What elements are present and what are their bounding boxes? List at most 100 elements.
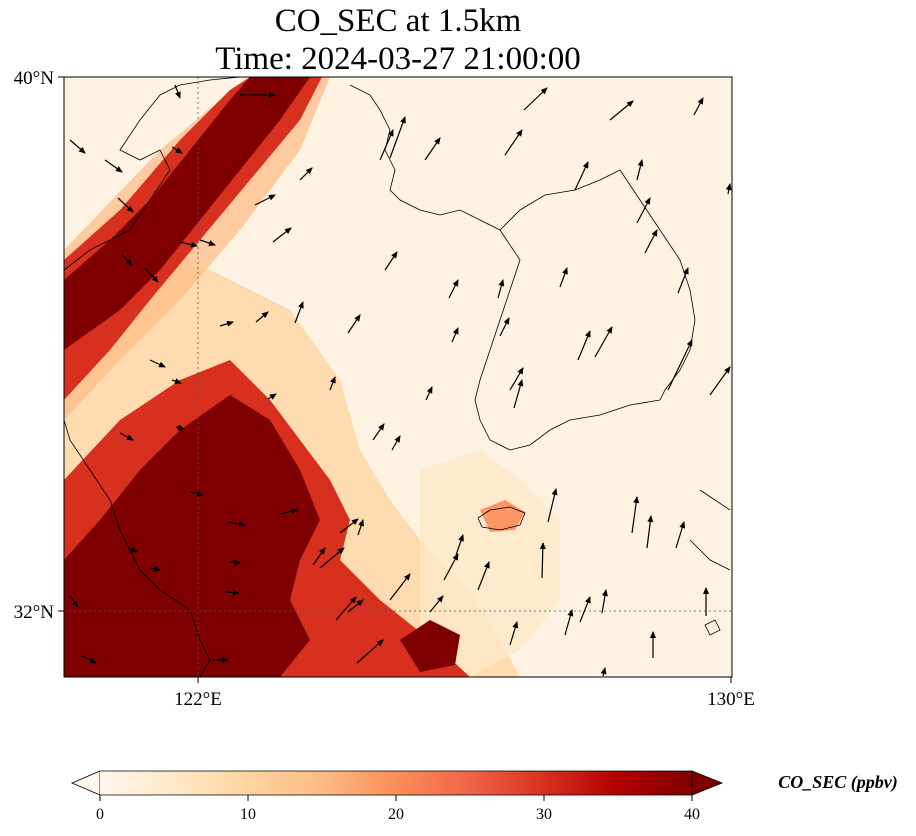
colorbar-tick-label: 30 — [536, 806, 552, 823]
wind-arrow — [121, 254, 133, 266]
wind-arrow — [357, 519, 364, 536]
wind-arrow — [199, 239, 216, 246]
wind-arrow — [646, 515, 654, 549]
colorbar-ticks: 0 10 20 30 40 — [96, 795, 700, 823]
wind-vectors — [69, 84, 732, 677]
wind-arrow — [189, 490, 204, 497]
wind-arrow — [225, 589, 240, 596]
map-plot-area — [64, 77, 732, 677]
jeju-patch — [480, 500, 525, 532]
wind-arrow — [254, 194, 276, 206]
wind-arrow — [443, 553, 459, 581]
wind-arrow — [179, 241, 198, 248]
wind-arrow — [451, 327, 459, 343]
coast-china-east — [64, 419, 211, 677]
wind-arrow — [477, 561, 490, 591]
wind-arrow — [339, 518, 359, 534]
coast-korea-west — [474, 229, 661, 451]
wind-arrow — [104, 159, 123, 173]
wind-arrow — [559, 267, 568, 288]
lon-label-122e: 122°E — [174, 689, 222, 710]
plume-strong-band — [64, 77, 322, 400]
wind-arrow — [667, 339, 693, 391]
wind-arrow — [279, 508, 298, 515]
wind-arrow — [329, 376, 336, 391]
wind-arrow — [171, 378, 182, 384]
gridlines — [64, 77, 732, 677]
wind-arrow — [389, 116, 406, 159]
wind-arrow — [144, 267, 159, 283]
map-title-line2: Time: 2024-03-27 21:00:00 — [215, 41, 581, 77]
wind-arrow — [347, 599, 364, 613]
wind-arrow — [609, 100, 634, 121]
wind-arrow — [379, 129, 394, 161]
wind-arrow — [149, 565, 161, 572]
coast-china-north — [64, 77, 241, 271]
wind-arrow — [175, 424, 185, 431]
map-frame — [63, 76, 733, 678]
coast-liaodong — [349, 84, 501, 231]
wind-arrow — [636, 159, 644, 181]
colorbar-title: CO_SEC (ppbv) — [778, 772, 898, 793]
coast-japan — [689, 489, 731, 636]
colorbar-body — [100, 771, 692, 795]
wind-arrow — [574, 161, 589, 191]
plume-core-south — [64, 395, 320, 677]
coast-jeju — [477, 506, 526, 531]
wind-arrow — [513, 379, 524, 409]
wind-arrow — [294, 301, 304, 324]
wind-arrow — [424, 137, 441, 161]
wind-arrow — [448, 279, 459, 299]
wind-arrow — [117, 197, 134, 213]
wind-arrow — [389, 573, 411, 601]
wind-arrow — [319, 547, 345, 569]
plume-core-small — [400, 620, 460, 672]
plume-core-band — [64, 77, 310, 350]
wind-arrow — [391, 435, 401, 451]
wind-arrow — [725, 183, 732, 195]
colorbar-tick-label: 10 — [240, 806, 256, 823]
wind-arrow — [539, 542, 546, 579]
colorbar-tick-label: 20 — [388, 806, 404, 823]
lat-label-32n: 32°N — [14, 602, 55, 623]
wind-arrow — [600, 667, 607, 677]
wind-arrow — [384, 251, 398, 271]
wind-arrow — [523, 87, 548, 111]
wind-arrow — [149, 359, 166, 368]
wind-arrow — [547, 488, 558, 523]
wind-arrow — [347, 314, 361, 334]
wind-arrow — [636, 197, 651, 224]
wind-arrow — [299, 167, 313, 181]
wind-arrow — [171, 146, 183, 154]
wind-arrow — [579, 596, 591, 623]
wind-arrow — [425, 386, 433, 401]
wind-arrow — [372, 423, 385, 441]
plume-light-east — [420, 450, 560, 677]
wind-arrow — [69, 139, 86, 154]
wind-arrow — [229, 559, 241, 566]
wind-arrow — [509, 621, 519, 646]
axis-ticks — [58, 76, 732, 683]
colorbar: 0 10 20 30 40 CO_SEC (ppbv) — [70, 770, 898, 823]
wind-arrow — [267, 393, 277, 400]
lon-label-130e: 130°E — [707, 689, 755, 710]
wind-arrow — [227, 521, 246, 527]
wind-arrow — [429, 595, 444, 613]
wind-arrow — [644, 229, 658, 254]
colorbar-tick-label: 0 — [96, 806, 104, 823]
wind-arrow — [174, 84, 181, 99]
wind-arrow — [509, 367, 524, 391]
wind-arrow — [272, 227, 292, 243]
wind-arrow — [356, 639, 384, 664]
wind-arrow — [81, 655, 97, 664]
wind-arrow — [335, 596, 357, 621]
wind-arrow — [677, 267, 689, 294]
wind-arrow — [564, 609, 574, 636]
wind-arrow — [594, 326, 613, 358]
wind-arrow — [119, 432, 134, 441]
wind-arrow — [69, 595, 79, 608]
wind-arrow — [127, 546, 138, 553]
colorbar-extend-min — [70, 770, 101, 796]
wind-arrow — [601, 589, 608, 614]
